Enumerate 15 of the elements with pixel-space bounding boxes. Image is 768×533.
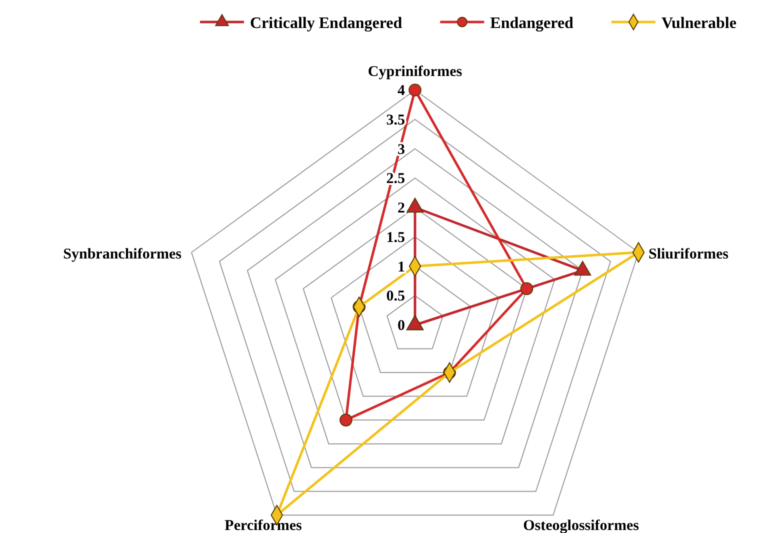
spoke-label: Cypriniformes xyxy=(368,64,462,80)
spoke-label: Synbranchiformes xyxy=(63,246,182,262)
y-tick-label: 0 xyxy=(398,318,405,334)
y-tick-label: 2 xyxy=(398,200,405,216)
y-tick-label: 1 xyxy=(398,259,405,276)
spoke-label: Perciformes xyxy=(224,518,302,533)
spoke-label: Sliuriformes xyxy=(648,246,729,262)
legend-label: Vulnerable xyxy=(661,15,736,32)
y-tick-label: 1.5 xyxy=(386,230,405,246)
legend-label: Endangered xyxy=(490,15,574,32)
y-tick-label: 4 xyxy=(398,83,406,99)
legend-label: Critically Endangered xyxy=(250,15,402,32)
spoke-label: Osteoglossiformes xyxy=(523,518,640,533)
y-tick-label: 0.5 xyxy=(386,288,405,305)
y-tick-label: 3.5 xyxy=(386,112,405,128)
